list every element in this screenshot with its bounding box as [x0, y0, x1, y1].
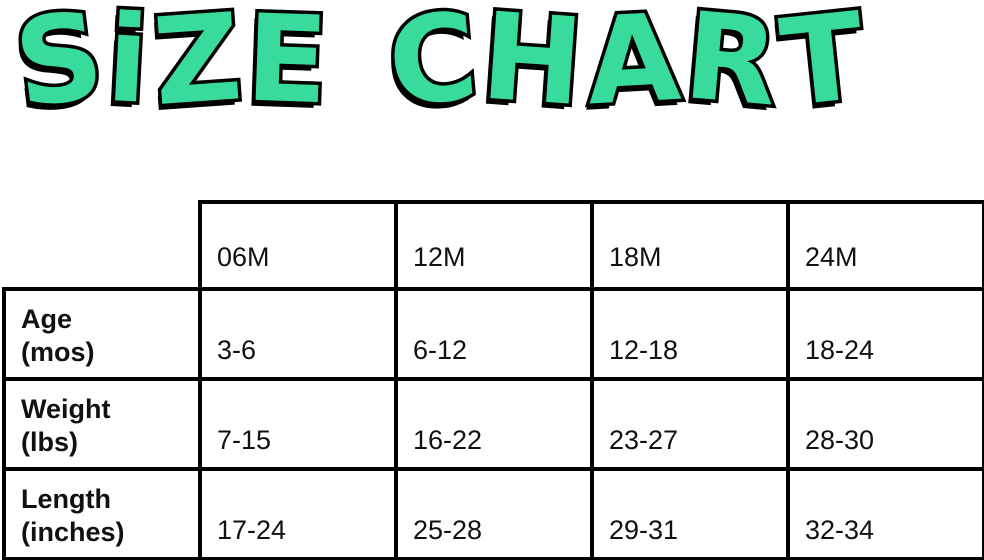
cell-age-12m: 6-12 — [394, 287, 594, 381]
table-row-length: Length (inches) 17-24 25-28 29-31 32-34 — [2, 467, 984, 560]
row-label-line: Weight — [21, 394, 111, 425]
title-letter: C — [379, 0, 491, 137]
title-letter: Z — [145, 0, 253, 137]
title-letter: E — [240, 0, 339, 135]
cell-weight-18m: 23-27 — [590, 377, 790, 471]
header-row: 06M 12M 18M 24M — [4, 200, 984, 291]
row-label-line: Age — [21, 304, 73, 335]
column-header-06m: 06M — [198, 200, 398, 291]
cell-length-12m: 25-28 — [394, 467, 594, 560]
title-letter: H — [473, 0, 595, 137]
column-header-12m: 12M — [394, 200, 594, 291]
cell-length-18m: 29-31 — [590, 467, 790, 560]
cell-age-06m: 3-6 — [198, 287, 398, 381]
row-label-line: (mos) — [21, 336, 95, 367]
column-header-24m: 24M — [786, 200, 984, 291]
cell-length-24m: 32-34 — [786, 467, 984, 560]
row-label-line: (lbs) — [21, 426, 78, 457]
row-label-line: (inches) — [21, 516, 125, 547]
title-letter: i — [100, 0, 160, 135]
row-label-weight: Weight (lbs) — [2, 377, 202, 471]
title-letter: T — [772, 0, 880, 138]
row-label-age: Age (mos) — [2, 287, 202, 381]
title-letter: A — [580, 0, 692, 136]
cell-weight-24m: 28-30 — [786, 377, 984, 471]
size-chart-table: 06M 12M 18M 24M Age (mos) 3-6 6-12 12-18… — [2, 200, 984, 560]
corner-cell — [4, 202, 200, 289]
cell-age-24m: 18-24 — [786, 287, 984, 381]
column-header-18m: 18M — [590, 200, 790, 291]
title-letter: R — [676, 0, 792, 137]
cell-age-18m: 12-18 — [590, 287, 790, 381]
cell-weight-12m: 16-22 — [394, 377, 594, 471]
row-label-length: Length (inches) — [2, 467, 202, 560]
title-letter: S — [4, 0, 119, 139]
table-row-age: Age (mos) 3-6 6-12 12-18 18-24 — [2, 287, 984, 381]
row-label-line: Length — [21, 484, 111, 515]
cell-length-06m: 17-24 — [198, 467, 398, 560]
page-title: SiZE CHART — [4, 0, 879, 139]
cell-weight-06m: 7-15 — [198, 377, 398, 471]
table-row-weight: Weight (lbs) 7-15 16-22 23-27 28-30 — [2, 377, 984, 471]
